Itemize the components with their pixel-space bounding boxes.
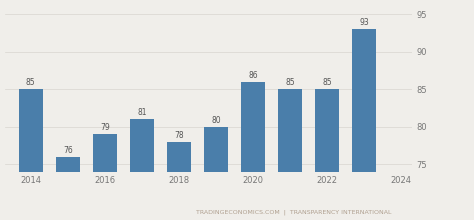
Bar bbox=[56, 157, 80, 172]
Bar bbox=[315, 89, 339, 172]
Bar bbox=[204, 126, 228, 172]
Text: TRADINGECONOMICS.COM  |  TRANSPARENCY INTERNATIONAL: TRADINGECONOMICS.COM | TRANSPARENCY INTE… bbox=[196, 210, 392, 215]
Bar bbox=[278, 89, 302, 172]
Text: 78: 78 bbox=[174, 131, 184, 140]
Text: 85: 85 bbox=[26, 78, 36, 87]
Text: 93: 93 bbox=[359, 18, 369, 27]
Text: 76: 76 bbox=[63, 146, 73, 155]
Text: 85: 85 bbox=[322, 78, 332, 87]
Bar bbox=[241, 82, 265, 172]
Text: 80: 80 bbox=[211, 116, 221, 125]
Bar bbox=[130, 119, 154, 172]
Bar bbox=[352, 29, 376, 172]
Text: 85: 85 bbox=[285, 78, 295, 87]
Bar bbox=[167, 142, 191, 172]
Text: 81: 81 bbox=[137, 108, 146, 117]
Bar bbox=[18, 89, 43, 172]
Bar bbox=[93, 134, 117, 172]
Text: 79: 79 bbox=[100, 123, 109, 132]
Text: 86: 86 bbox=[248, 71, 258, 80]
